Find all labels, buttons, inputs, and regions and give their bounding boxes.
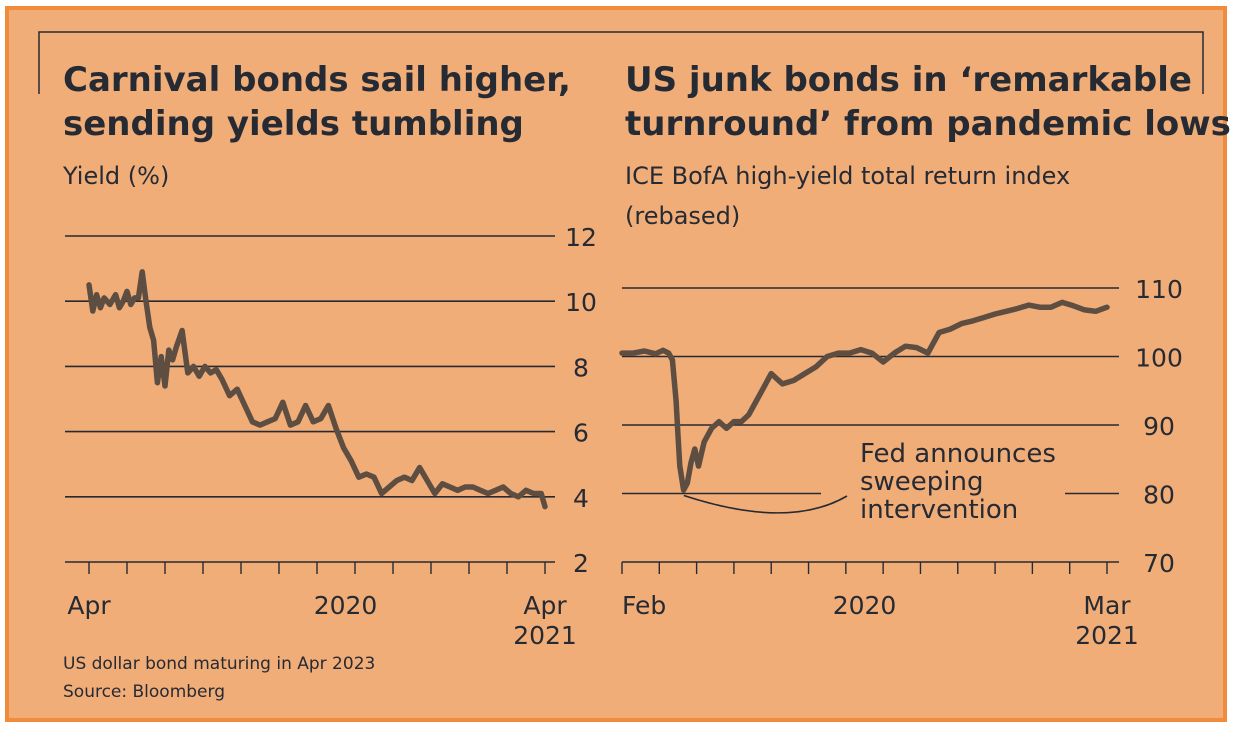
- left-chart-title: Carnival bonds sail higher, sending yiel…: [63, 60, 571, 144]
- left-y-tick-label: 8: [573, 353, 589, 382]
- left-chart-subtitle: Yield (%): [63, 162, 170, 190]
- annotation-leader-line: [683, 494, 848, 514]
- carnival-yield-chart: 2 4 6 8 10 12 Apr 2020 Apr 2021: [65, 223, 597, 650]
- right-x-tick-label: Feb: [622, 591, 666, 620]
- source-note: Source: Bloomberg: [63, 682, 225, 702]
- right-y-tick-label: 70: [1143, 549, 1175, 578]
- chart-panel: Carnival bonds sail higher, sending yiel…: [5, 6, 1231, 722]
- left-y-tick-label: 12: [565, 223, 597, 252]
- right-chart-subtitle: ICE BofA high-yield total return index (…: [625, 162, 1071, 230]
- footnote: US dollar bond maturing in Apr 2023: [63, 654, 376, 674]
- top-rule: [38, 31, 1204, 94]
- annotation-label: Fed announces sweeping intervention: [860, 439, 1056, 525]
- left-y-tick-label: 10: [565, 288, 597, 317]
- left-y-tick-label: 2: [573, 549, 589, 578]
- junk-bond-index-chart: 70 80 90 100 110 Feb 2020 Mar 2021 Fed announces s…: [619, 275, 1183, 650]
- right-y-tick-label: 100: [1135, 344, 1183, 373]
- right-chart-title: US junk bonds in ‘remarkable turnround’ …: [625, 60, 1231, 144]
- left-series-line-0: [86, 269, 548, 510]
- right-y-tick-label: 110: [1135, 275, 1183, 304]
- right-y-tick-label: 80: [1143, 481, 1175, 510]
- left-x-tick-label: Apr 2021: [513, 591, 577, 650]
- left-x-tick-label: 2020: [314, 591, 378, 620]
- left-x-tick-label: Apr: [67, 591, 111, 620]
- right-x-tick-label: 2020: [833, 591, 897, 620]
- right-x-tick-label: Mar 2021: [1075, 591, 1139, 650]
- right-series-line-0: [619, 299, 1110, 493]
- left-y-tick-label: 4: [573, 484, 589, 513]
- right-y-tick-label: 90: [1143, 412, 1175, 441]
- left-y-tick-label: 6: [573, 419, 589, 448]
